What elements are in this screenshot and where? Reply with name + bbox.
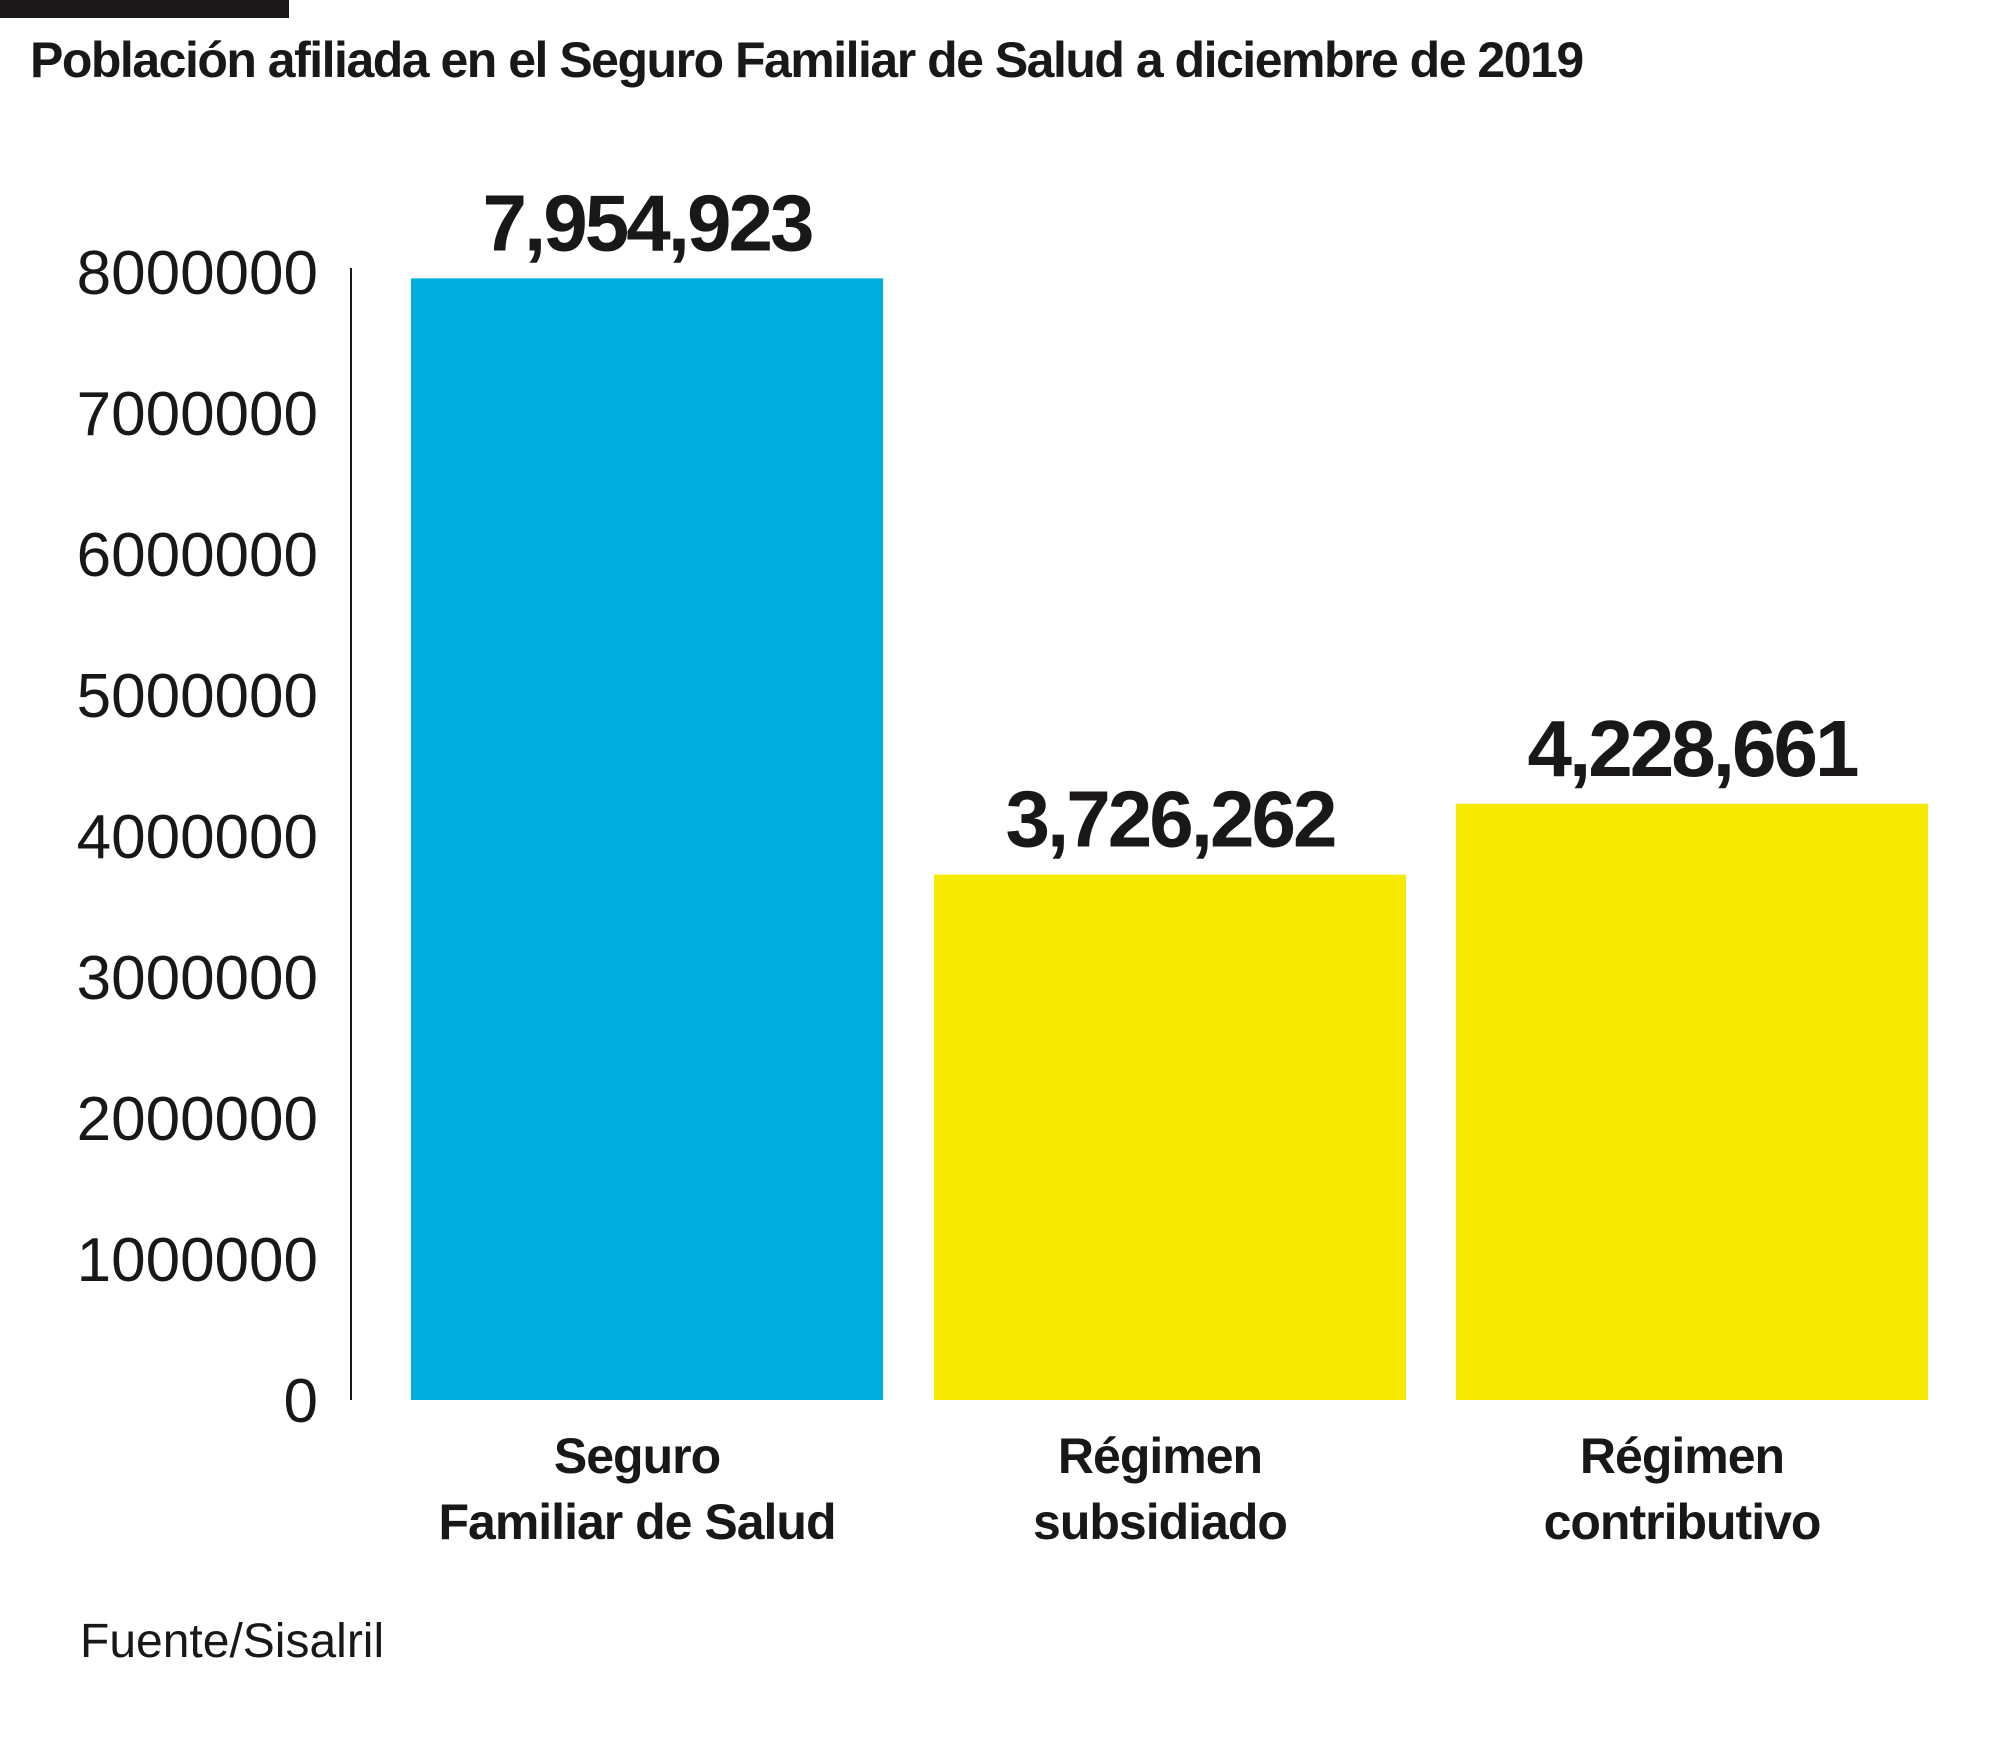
y-tick-label: 7000000 bbox=[77, 380, 318, 449]
category-label: Régimen bbox=[1058, 1428, 1262, 1484]
chart-title: Población afiliada en el Seguro Familiar… bbox=[30, 32, 1584, 88]
y-tick-label: 4000000 bbox=[77, 803, 318, 872]
y-tick-label: 2000000 bbox=[77, 1085, 318, 1154]
y-tick-label: 6000000 bbox=[77, 521, 318, 590]
category-label: subsidiado bbox=[1033, 1494, 1287, 1550]
y-tick-label: 5000000 bbox=[77, 662, 318, 731]
y-tick-label: 8000000 bbox=[77, 239, 318, 308]
bar-value-label: 4,228,661 bbox=[1528, 704, 1858, 793]
bar bbox=[1456, 803, 1928, 1400]
bar-value-label: 3,726,262 bbox=[1006, 775, 1335, 864]
bar-value-label: 7,954,923 bbox=[483, 178, 812, 267]
bar bbox=[934, 874, 1406, 1400]
y-tick-label: 3000000 bbox=[77, 944, 318, 1013]
category-label: Seguro bbox=[554, 1428, 720, 1484]
value-labels: 7,954,923 3,726,262 4,228,661 bbox=[483, 178, 1861, 864]
category-label: Familiar de Salud bbox=[438, 1494, 835, 1550]
y-axis-ticks: 0 1000000 2000000 3000000 4000000 5000000 6000… bbox=[77, 239, 318, 1436]
category-label: contributivo bbox=[1544, 1494, 1821, 1550]
y-tick-label: 1000000 bbox=[77, 1226, 318, 1295]
category-labels: Seguro Familiar de Salud Régimen subsidiado… bbox=[438, 1428, 1821, 1550]
bar bbox=[411, 278, 883, 1401]
source-note: Fuente/Sisalril bbox=[80, 1615, 385, 1668]
bars bbox=[411, 278, 1928, 1401]
y-tick-label: 0 bbox=[284, 1367, 318, 1436]
title-accent-bar bbox=[0, 0, 289, 18]
category-label: Régimen bbox=[1580, 1428, 1784, 1484]
